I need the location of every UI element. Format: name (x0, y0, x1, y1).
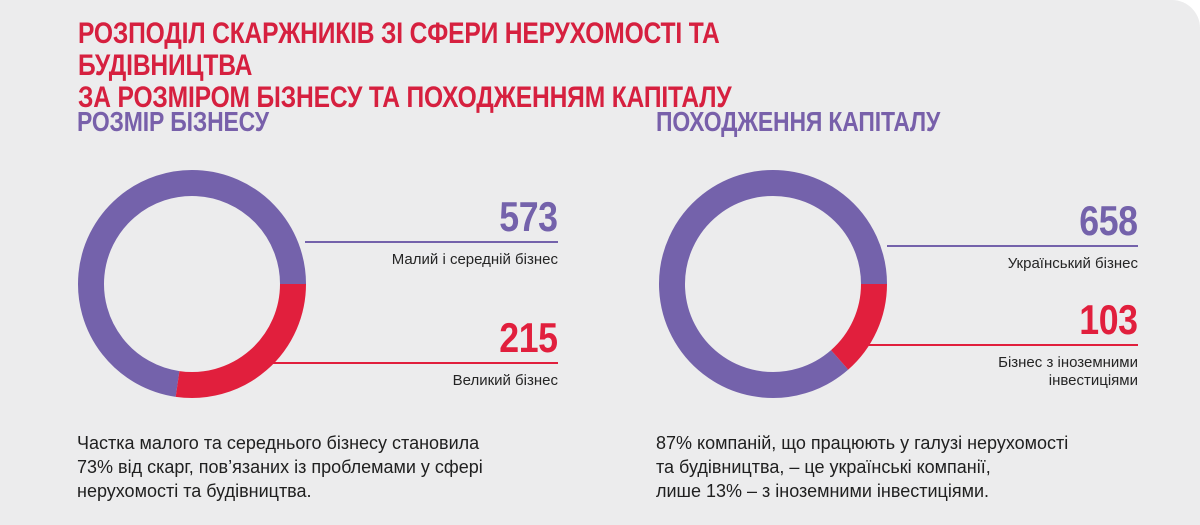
business-size-slice-1 (175, 283, 306, 398)
infographic-title-line-1: РОЗПОДІЛ СКАРЖНИКІВ ЗІ СФЕРИ НЕРУХОМОСТІ… (78, 17, 720, 83)
business-size-label-0-line-0: Малий і середній бізнес (391, 251, 558, 268)
infographic-title: РОЗПОДІЛ СКАРЖНИКІВ ЗІ СФЕРИ НЕРУХОМОСТІ… (78, 17, 816, 115)
business-size-description-line-1: Частка малого та середнього бізнесу стан… (77, 433, 480, 453)
capital-origin-description-line-2: та будівництва, – це українські компанії… (656, 456, 991, 477)
business-size-description-line-2: 73% від скарг, пов’язаних із проблемами … (77, 456, 483, 477)
capital-origin-description-line-1: 87% компаній, що працюють у галузі нерух… (656, 433, 1069, 453)
capital-origin-label-1-line-1: інвестиціями (1048, 372, 1138, 390)
business-size-description-line-3: нерухомості та будівництва. (77, 480, 312, 501)
capital-origin-description-line-3: лише 13% – з іноземними інвестиціями. (656, 480, 990, 501)
business-size-value-1: 215 (499, 314, 559, 361)
business-size-label-1-line-0: Великий бізнес (452, 372, 558, 389)
business-size-description: Частка малого та середнього бізнесу стан… (77, 432, 587, 503)
capital-origin-label-0: Український бізнес (1008, 255, 1138, 273)
capital-origin-label-1: Бізнес з іноземними інвестиціями (998, 354, 1138, 391)
infographic-title-line-2: ЗА РОЗМІРОМ БІЗНЕСУ ТА ПОХОДЖЕННЯМ КАПІТ… (78, 81, 732, 115)
capital-origin-label-1-line-0: Бізнес з іноземними (998, 354, 1138, 371)
business-size-slice-0 (78, 170, 306, 397)
capital-origin-description: 87% компаній, що працюють у галузі нерух… (656, 432, 1166, 503)
business-size-label-0: Малий і середній бізнес (392, 251, 558, 269)
capital-origin-title: ПОХОДЖЕННЯ КАПІТАЛУ (656, 106, 941, 137)
business-size-value-0: 573 (499, 193, 559, 240)
capital-origin-label-0-line-0: Український бізнес (1007, 255, 1138, 272)
capital-origin-value-0: 658 (1079, 197, 1139, 244)
business-size-label-1: Великий бізнес (453, 372, 558, 390)
capital-origin-slice-0 (659, 170, 887, 398)
capital-origin-slice-1 (830, 283, 887, 370)
business-size-title: РОЗМІР БІЗНЕСУ (77, 106, 269, 137)
capital-origin-value-1: 103 (1079, 296, 1139, 343)
